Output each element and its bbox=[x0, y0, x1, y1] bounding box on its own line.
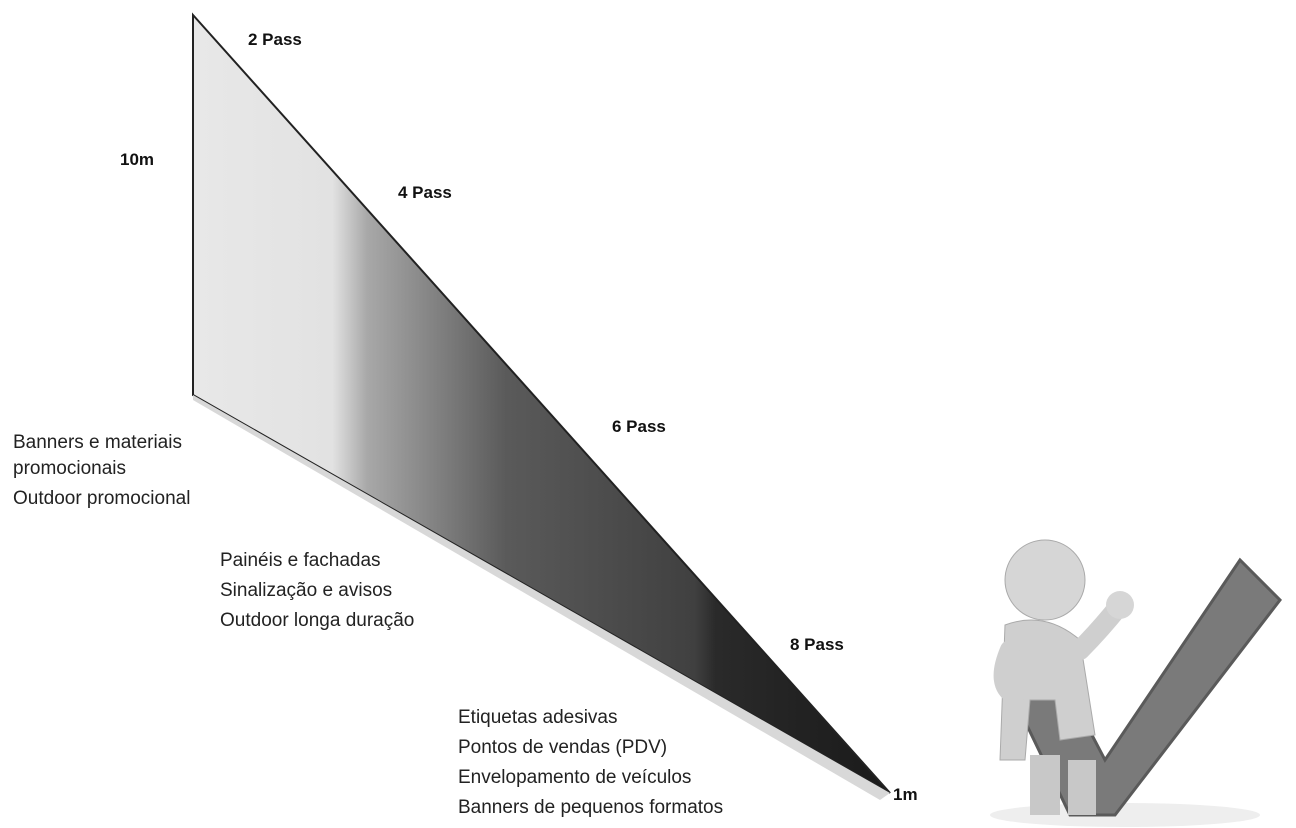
figure-illustration bbox=[990, 540, 1280, 827]
pass-label: 6 Pass bbox=[612, 417, 666, 437]
diagram: 10m 1m 2 Pass 4 Pass 6 Pass 8 Pass Banne… bbox=[0, 0, 1296, 828]
pass-label: 2 Pass bbox=[248, 30, 302, 50]
application: Banners e materiais promocionais bbox=[13, 430, 263, 482]
application-group: Painéis e fachadas Sinalização e avisos … bbox=[220, 548, 520, 638]
dimension-label: 1m bbox=[893, 785, 918, 805]
application: Pontos de vendas (PDV) bbox=[458, 735, 858, 761]
wedge bbox=[193, 15, 890, 793]
pass-label: 8 Pass bbox=[790, 635, 844, 655]
application: Outdoor longa duração bbox=[220, 608, 520, 634]
application: Outdoor promocional bbox=[13, 486, 263, 512]
application: Etiquetas adesivas bbox=[458, 705, 858, 731]
application-group: Etiquetas adesivas Pontos de vendas (PDV… bbox=[458, 705, 858, 825]
application-group: Banners e materiais promocionais Outdoor… bbox=[13, 430, 263, 516]
application: Sinalização e avisos bbox=[220, 578, 520, 604]
application: Banners de pequenos formatos bbox=[458, 795, 858, 821]
canvas bbox=[0, 0, 1296, 828]
application: Painéis e fachadas bbox=[220, 548, 520, 574]
pass-label: 4 Pass bbox=[398, 183, 452, 203]
dimension-label: 10m bbox=[120, 150, 154, 170]
application: Envelopamento de veículos bbox=[458, 765, 858, 791]
